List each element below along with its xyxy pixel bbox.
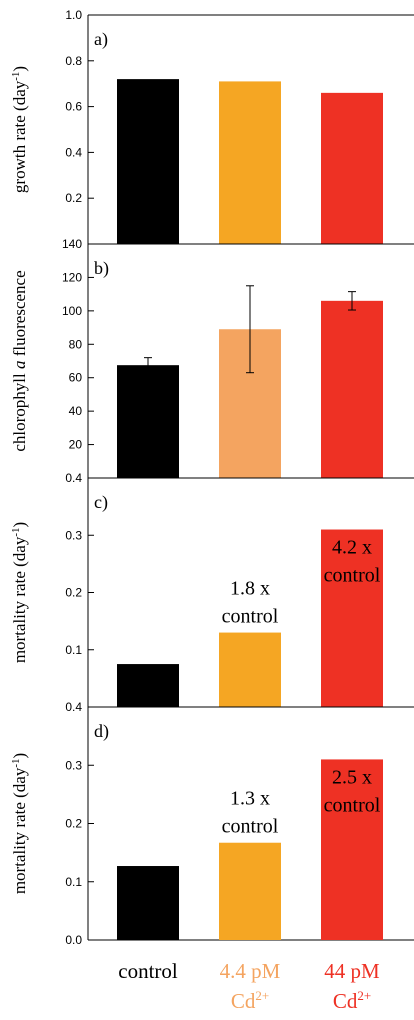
y-tick-label: 60 [69,371,83,385]
panel-3: 0.1 0.2 0.3 0.4 c) 1.8 x control 4.2 x control mo… [10,471,414,708]
y-tick-label: 0.4 [65,471,82,485]
y-axis-label: growth rate (day-1) [10,66,29,193]
bar-3 [321,300,383,478]
bar-3 [321,529,383,707]
bar-1 [117,866,179,940]
y-tick-label: 0.2 [65,586,82,600]
bar-3 [321,92,383,244]
y-tick-label: 20 [69,438,83,452]
y-tick-label: 100 [62,304,82,318]
y-axis-label: chlorophyll a fluorescence [10,270,29,451]
y-tick-label: 140 [62,237,82,251]
bar-2 [219,632,281,707]
bar-2 [219,842,281,940]
bar-1 [117,79,179,245]
y-tick-label: 80 [69,337,83,351]
y-axis-label: mortality rate (day-1) [10,753,29,894]
x-category-label-1: control [118,959,178,983]
bar-3 [321,759,383,940]
svg-text:Cd2+: Cd2+ [231,988,269,1013]
panel-letter: c) [94,492,108,513]
panel-letter: a) [94,29,108,50]
x-category-label-2: 4.4 pM Cd2+ [220,959,281,1013]
y-tick-label: 0.3 [65,528,82,542]
y-tick-label: 0.4 [65,145,82,159]
svg-text:44 pM: 44 pM [324,959,380,983]
panel-letter: b) [94,258,109,279]
y-tick-label: 0.0 [65,933,82,947]
svg-text:Cd2+: Cd2+ [333,988,371,1013]
error-bar-1 [144,357,152,374]
y-tick-label: 0.1 [65,643,82,657]
panel-letter: d) [94,721,109,742]
y-tick-label: 0.8 [65,54,82,68]
y-tick-label: 0.2 [65,191,82,205]
panel-4: 0.0 0.1 0.2 0.3 0.4 d) 1.3 x control 2.5 x contro… [10,700,414,947]
y-tick-label: 0.6 [65,100,82,114]
bar-1 [117,365,179,478]
bar-2 [219,81,281,244]
svg-text:4.4 pM: 4.4 pM [220,959,281,983]
y-tick-label: 0.3 [65,758,82,772]
error-bar-2 [246,285,254,374]
y-tick-label: 1.0 [65,8,82,22]
svg-text:control: control [118,959,178,983]
panel-1: 0.2 0.4 0.6 0.8 1.0 a) growth rate (day-1) [10,8,414,245]
error-bar-3 [348,291,356,311]
bar-annotation: 1.3 x control [222,788,279,838]
bar-annotation: 4.2 x control [324,537,381,587]
y-tick-label: 0.4 [65,700,82,714]
y-tick-label: 0.2 [65,817,82,831]
y-axis-label: mortality rate (day-1) [10,522,29,663]
y-tick-label: 120 [62,270,82,284]
y-tick-label: 40 [69,404,83,418]
x-category-label-3: 44 pM Cd2+ [324,959,380,1013]
bar-annotation: 1.8 x control [222,578,279,628]
bar-1 [117,664,179,707]
y-tick-label: 0.1 [65,875,82,889]
panel-2: 20 40 60 80 100 120 140 b) chlorophyll a fluores… [10,237,414,479]
bar-annotation: 2.5 x control [324,766,381,816]
